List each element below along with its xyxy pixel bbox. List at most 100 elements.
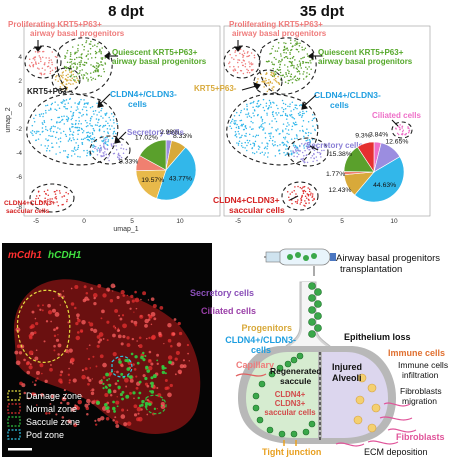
scatter-point xyxy=(70,118,73,121)
tissue-speck xyxy=(152,303,157,309)
scatter-point xyxy=(70,75,72,78)
tissue-speck xyxy=(76,313,80,318)
tissue-speck xyxy=(144,382,149,386)
tissue-speck xyxy=(140,315,142,317)
umap-right-title: 35 dpt xyxy=(300,3,344,20)
scatter-point xyxy=(291,57,294,59)
scatter-point xyxy=(66,156,69,159)
tissue-speck xyxy=(182,364,187,369)
scatter-point xyxy=(303,145,305,147)
scatter-point xyxy=(69,52,72,54)
scatter-point xyxy=(279,114,282,117)
scatter-point xyxy=(83,64,85,66)
tissue-speck xyxy=(76,406,80,411)
scatter-point xyxy=(296,201,298,203)
tissue-speck xyxy=(114,416,117,419)
scatter-point xyxy=(70,53,72,56)
scatter-point xyxy=(77,44,80,46)
scatter-point xyxy=(401,130,404,133)
tissue-speck xyxy=(188,360,190,362)
scatter-point xyxy=(77,155,79,158)
tissue-speck xyxy=(77,399,83,405)
scatter-point xyxy=(52,125,55,127)
scatter-point xyxy=(48,59,51,62)
scatter-point xyxy=(95,52,97,55)
scatter-point xyxy=(65,99,68,101)
scatter-point xyxy=(253,54,256,57)
scatter-point xyxy=(110,143,113,145)
tissue-speck xyxy=(148,350,152,354)
scatter-point xyxy=(42,130,44,133)
scatter-point xyxy=(274,144,276,146)
schematic-tight-junction: Tight junction xyxy=(262,447,321,457)
scatter-point xyxy=(247,69,250,72)
scatter-point xyxy=(401,127,403,129)
scatter-point xyxy=(246,144,248,147)
scatter-point xyxy=(290,150,292,152)
scatter-point xyxy=(295,145,297,148)
tissue-speck xyxy=(14,350,19,355)
scatter-point xyxy=(96,150,99,152)
scatter-point xyxy=(97,119,100,121)
scatter-point xyxy=(97,65,100,67)
tissue-speck xyxy=(113,285,116,288)
scatter-point xyxy=(115,132,117,135)
scatter-point xyxy=(70,61,73,63)
tissue-speck xyxy=(179,364,184,369)
scatter-point xyxy=(57,116,59,119)
scatter-point xyxy=(296,64,299,66)
scatter-point xyxy=(59,77,61,79)
scatter-point xyxy=(238,114,241,117)
tissue-speck xyxy=(102,362,107,368)
label-krt5-left: KRT5+P63- xyxy=(27,87,70,96)
label-proliferating-right-2: airway basal progenitors xyxy=(232,29,327,38)
scatter-point xyxy=(271,47,273,50)
scatter-point xyxy=(257,145,260,147)
scatter-point xyxy=(63,65,66,68)
scatter-point xyxy=(250,62,253,64)
scatter-point xyxy=(79,63,81,66)
tissue-speck xyxy=(75,321,79,326)
scatter-point xyxy=(65,107,67,110)
scatter-point xyxy=(251,147,253,150)
tissue-speck xyxy=(119,317,123,321)
scatter-point xyxy=(58,190,61,192)
scatter-point xyxy=(56,121,58,124)
scatter-point xyxy=(299,62,302,64)
scatter-point xyxy=(297,65,299,68)
scatter-point xyxy=(228,62,230,65)
scatter-point xyxy=(34,61,37,63)
tissue-speck xyxy=(61,416,65,419)
ytick-label: -8 xyxy=(16,204,22,211)
scatter-point xyxy=(104,63,107,65)
tissue-speck xyxy=(153,317,157,321)
scatter-point xyxy=(316,147,319,149)
green-speck xyxy=(138,404,142,408)
green-speck xyxy=(134,355,138,359)
tissue-speck xyxy=(15,327,21,333)
scatter-point xyxy=(105,120,107,122)
tissue-speck xyxy=(67,321,70,324)
scatter-point xyxy=(87,138,90,141)
scatter-point xyxy=(260,73,262,75)
scatter-point xyxy=(274,80,277,82)
scatter-point xyxy=(40,113,43,115)
scatter-point xyxy=(87,80,89,82)
scatter-point xyxy=(71,115,73,117)
scatter-point xyxy=(282,129,284,132)
scatter-point xyxy=(78,129,81,132)
scatter-point xyxy=(257,148,260,150)
scatter-point xyxy=(77,102,79,105)
scatter-point xyxy=(61,72,64,74)
scatter-point xyxy=(311,155,314,157)
label-ciliated-right: Ciliated cells xyxy=(372,111,421,120)
scatter-point xyxy=(251,63,254,65)
scatter-point xyxy=(280,60,282,63)
scatter-point xyxy=(228,61,231,63)
green-speck xyxy=(144,354,147,358)
scatter-point xyxy=(244,124,247,127)
scatter-point xyxy=(290,76,292,78)
scatter-point xyxy=(51,142,53,144)
scatter-point xyxy=(269,53,271,55)
scatter-point xyxy=(274,118,276,120)
